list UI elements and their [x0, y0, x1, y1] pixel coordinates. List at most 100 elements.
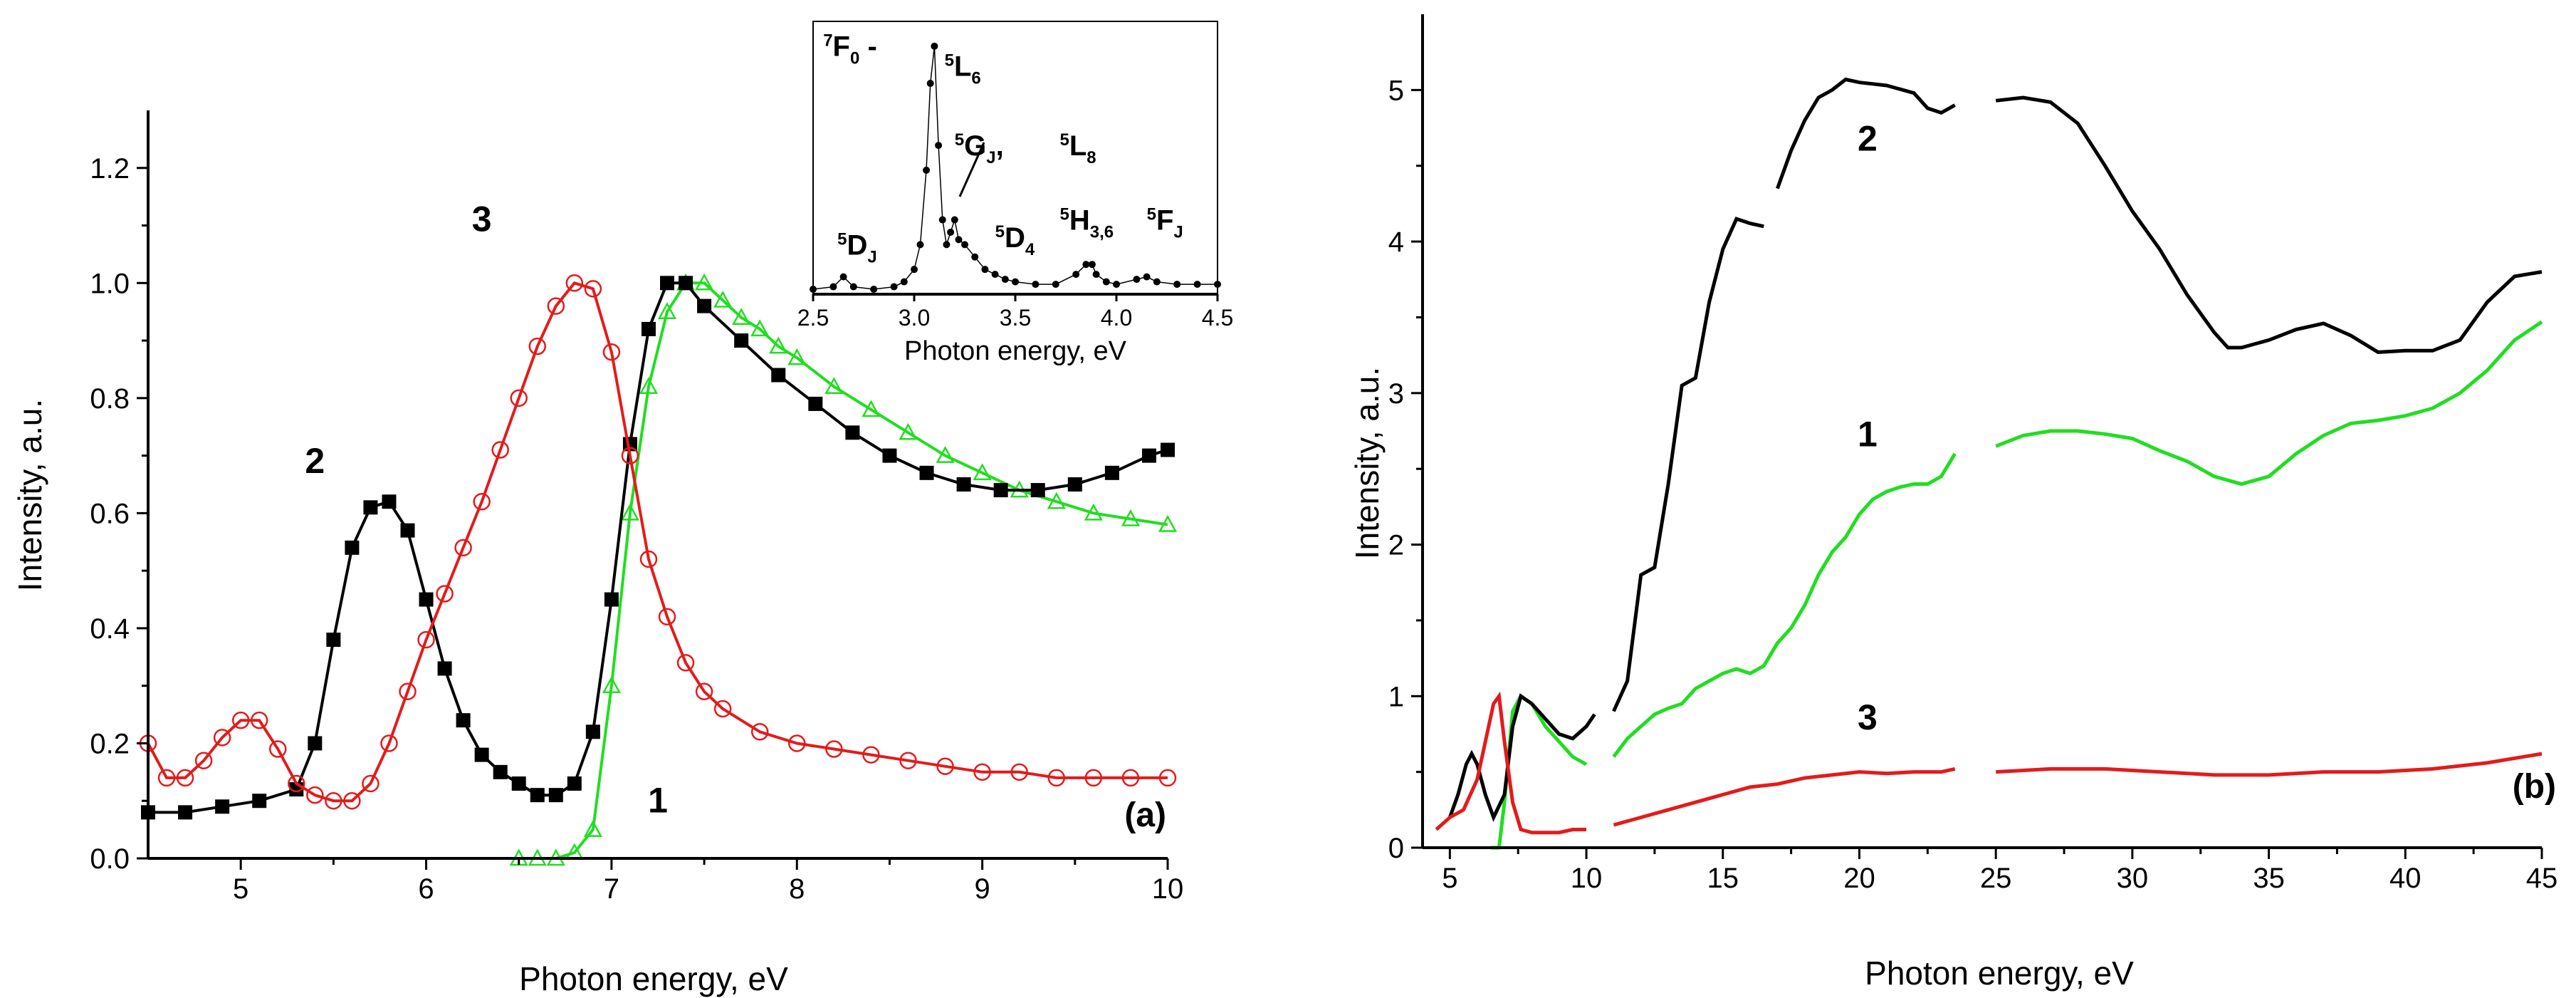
- inset-spectrum-point: [1173, 281, 1181, 289]
- inset-spectrum-point: [938, 216, 946, 224]
- series-3-marker: [454, 539, 472, 557]
- series-1-marker: [787, 348, 807, 365]
- inset-spectrum-point: [955, 236, 963, 244]
- series-1-marker: [769, 336, 788, 354]
- panel-a-x-tick-label: 10: [1152, 873, 1184, 905]
- inset-axes: 2.5 3.0 3.5 4.0 4.5: [797, 293, 1233, 331]
- series-3-marker: [936, 757, 954, 776]
- series-1-marker: [583, 820, 602, 837]
- inset-spectrum-point: [829, 283, 837, 291]
- series-3-marker: [194, 752, 213, 769]
- panel-b-y-axis-title: Intensity, a.u.: [1349, 367, 1386, 559]
- inset-frame: [812, 21, 1218, 295]
- transition-label-suffix: -: [859, 31, 876, 63]
- inset-spectrum-point: [1113, 281, 1120, 289]
- panel-b-x-tick-label: 45: [2526, 863, 2558, 894]
- series-3-marker: [973, 763, 991, 781]
- transition-label-symbol: F: [833, 31, 850, 63]
- inset-spectrum-point: [947, 228, 955, 236]
- series-3-marker: [676, 654, 695, 672]
- series-2-marker: [382, 494, 397, 509]
- series-3-marker: [788, 734, 806, 752]
- inset-spectrum-point: [870, 286, 878, 293]
- series-1-marker: [620, 503, 640, 521]
- series-2-marker: [993, 483, 1008, 498]
- panel-a-series-layer: [139, 273, 1178, 866]
- panel-b-curve-labels: 1 2 3: [1858, 118, 1878, 737]
- series-3-marker: [1084, 769, 1103, 787]
- panel-b-x-tick-label: 20: [1843, 863, 1875, 894]
- inset-x-tick-label: 3.5: [1000, 305, 1031, 331]
- panel-a-x-tick-label: 6: [418, 873, 434, 905]
- transition-label-symbol: L: [1069, 130, 1087, 162]
- series-3-marker: [713, 700, 732, 718]
- series-1-marker: [899, 422, 918, 440]
- transition-label-symbol: F: [1156, 204, 1173, 236]
- series-2-marker: [808, 396, 823, 411]
- series-1-marker: [824, 377, 844, 394]
- inset-spectrum-point: [839, 273, 847, 281]
- inset-spectrum-point: [943, 241, 951, 249]
- inset-spectrum-point: [810, 286, 817, 293]
- transition-label-subscript: 0: [850, 49, 859, 68]
- series-1-marker: [639, 377, 659, 394]
- transition-label-fj: 5FJ: [1147, 204, 1183, 241]
- series-2-marker: [511, 776, 526, 791]
- series-2-segment-3: [1776, 77, 1956, 189]
- inset-spectrum-point: [1092, 271, 1100, 279]
- transition-label-subscript: 4: [1025, 240, 1035, 259]
- series-2-marker: [1104, 465, 1119, 480]
- panel-b-y-tick-label: 1: [1388, 681, 1404, 712]
- series-1-marker: [713, 290, 733, 308]
- panel-a: 5 6 7 8 9 100.00.20.40.60.81.01.2 Photon ener…: [11, 21, 1233, 997]
- inset-spectrum-point: [1082, 261, 1090, 269]
- series-2-marker: [734, 333, 749, 348]
- series-2-marker: [1161, 442, 1175, 457]
- panel-a-x-axis-title: Photon energy, eV: [519, 960, 788, 997]
- transition-label-subscript: 8: [1087, 148, 1096, 167]
- series-3-marker: [380, 734, 398, 752]
- inset-spectrum-point: [916, 241, 924, 249]
- series-1-marker: [750, 319, 770, 337]
- series-2-marker: [1067, 477, 1082, 492]
- transition-label-superscript: 5: [1059, 204, 1069, 224]
- series-3-marker: [862, 746, 880, 764]
- series-1-marker: [862, 400, 881, 417]
- series-2-marker: [641, 321, 656, 336]
- inset-spectrum-point: [926, 80, 934, 88]
- series-3-marker: [510, 389, 528, 407]
- series-3-marker: [306, 786, 324, 804]
- panel-a-label: (a): [1124, 796, 1166, 834]
- inset-x-tick-label: 4.5: [1202, 305, 1233, 331]
- series-1-marker: [1121, 509, 1141, 526]
- series-2-marker: [660, 276, 675, 291]
- series-3-marker: [176, 769, 194, 787]
- transition-label-h3,6: 5H3,6: [1059, 204, 1114, 241]
- transition-label-superscript: 7: [823, 31, 832, 51]
- series-3-marker: [491, 441, 509, 459]
- series-3-marker: [528, 337, 547, 355]
- panel-b-y-tick-label: 2: [1388, 530, 1404, 561]
- series-3-marker: [436, 585, 454, 603]
- panel-b-series-layer: [1435, 77, 2543, 850]
- series-3-segment-2: [1613, 766, 1956, 827]
- series-2-marker: [474, 747, 489, 762]
- inset-annotation-pointer: [958, 142, 985, 197]
- series-3-marker: [1047, 769, 1066, 787]
- series-1-marker: [1158, 514, 1178, 532]
- series-3-marker: [750, 723, 769, 741]
- panel-a-y-tick-label: 1.2: [90, 153, 130, 184]
- inset-spectrum-point: [923, 166, 931, 174]
- series-3-marker: [473, 492, 491, 511]
- panel-a-x-tick-label: 5: [233, 873, 248, 905]
- inset-spectrum-point: [849, 283, 857, 291]
- transition-label-dj: 5DJ: [837, 229, 877, 266]
- series-2-marker: [1141, 448, 1156, 463]
- transition-label-subscript: 3,6: [1090, 222, 1114, 241]
- series-2-marker: [679, 276, 693, 291]
- curve-label-2: 2: [305, 441, 325, 481]
- curve-label-3: 3: [472, 199, 492, 239]
- series-3-marker: [1158, 769, 1177, 787]
